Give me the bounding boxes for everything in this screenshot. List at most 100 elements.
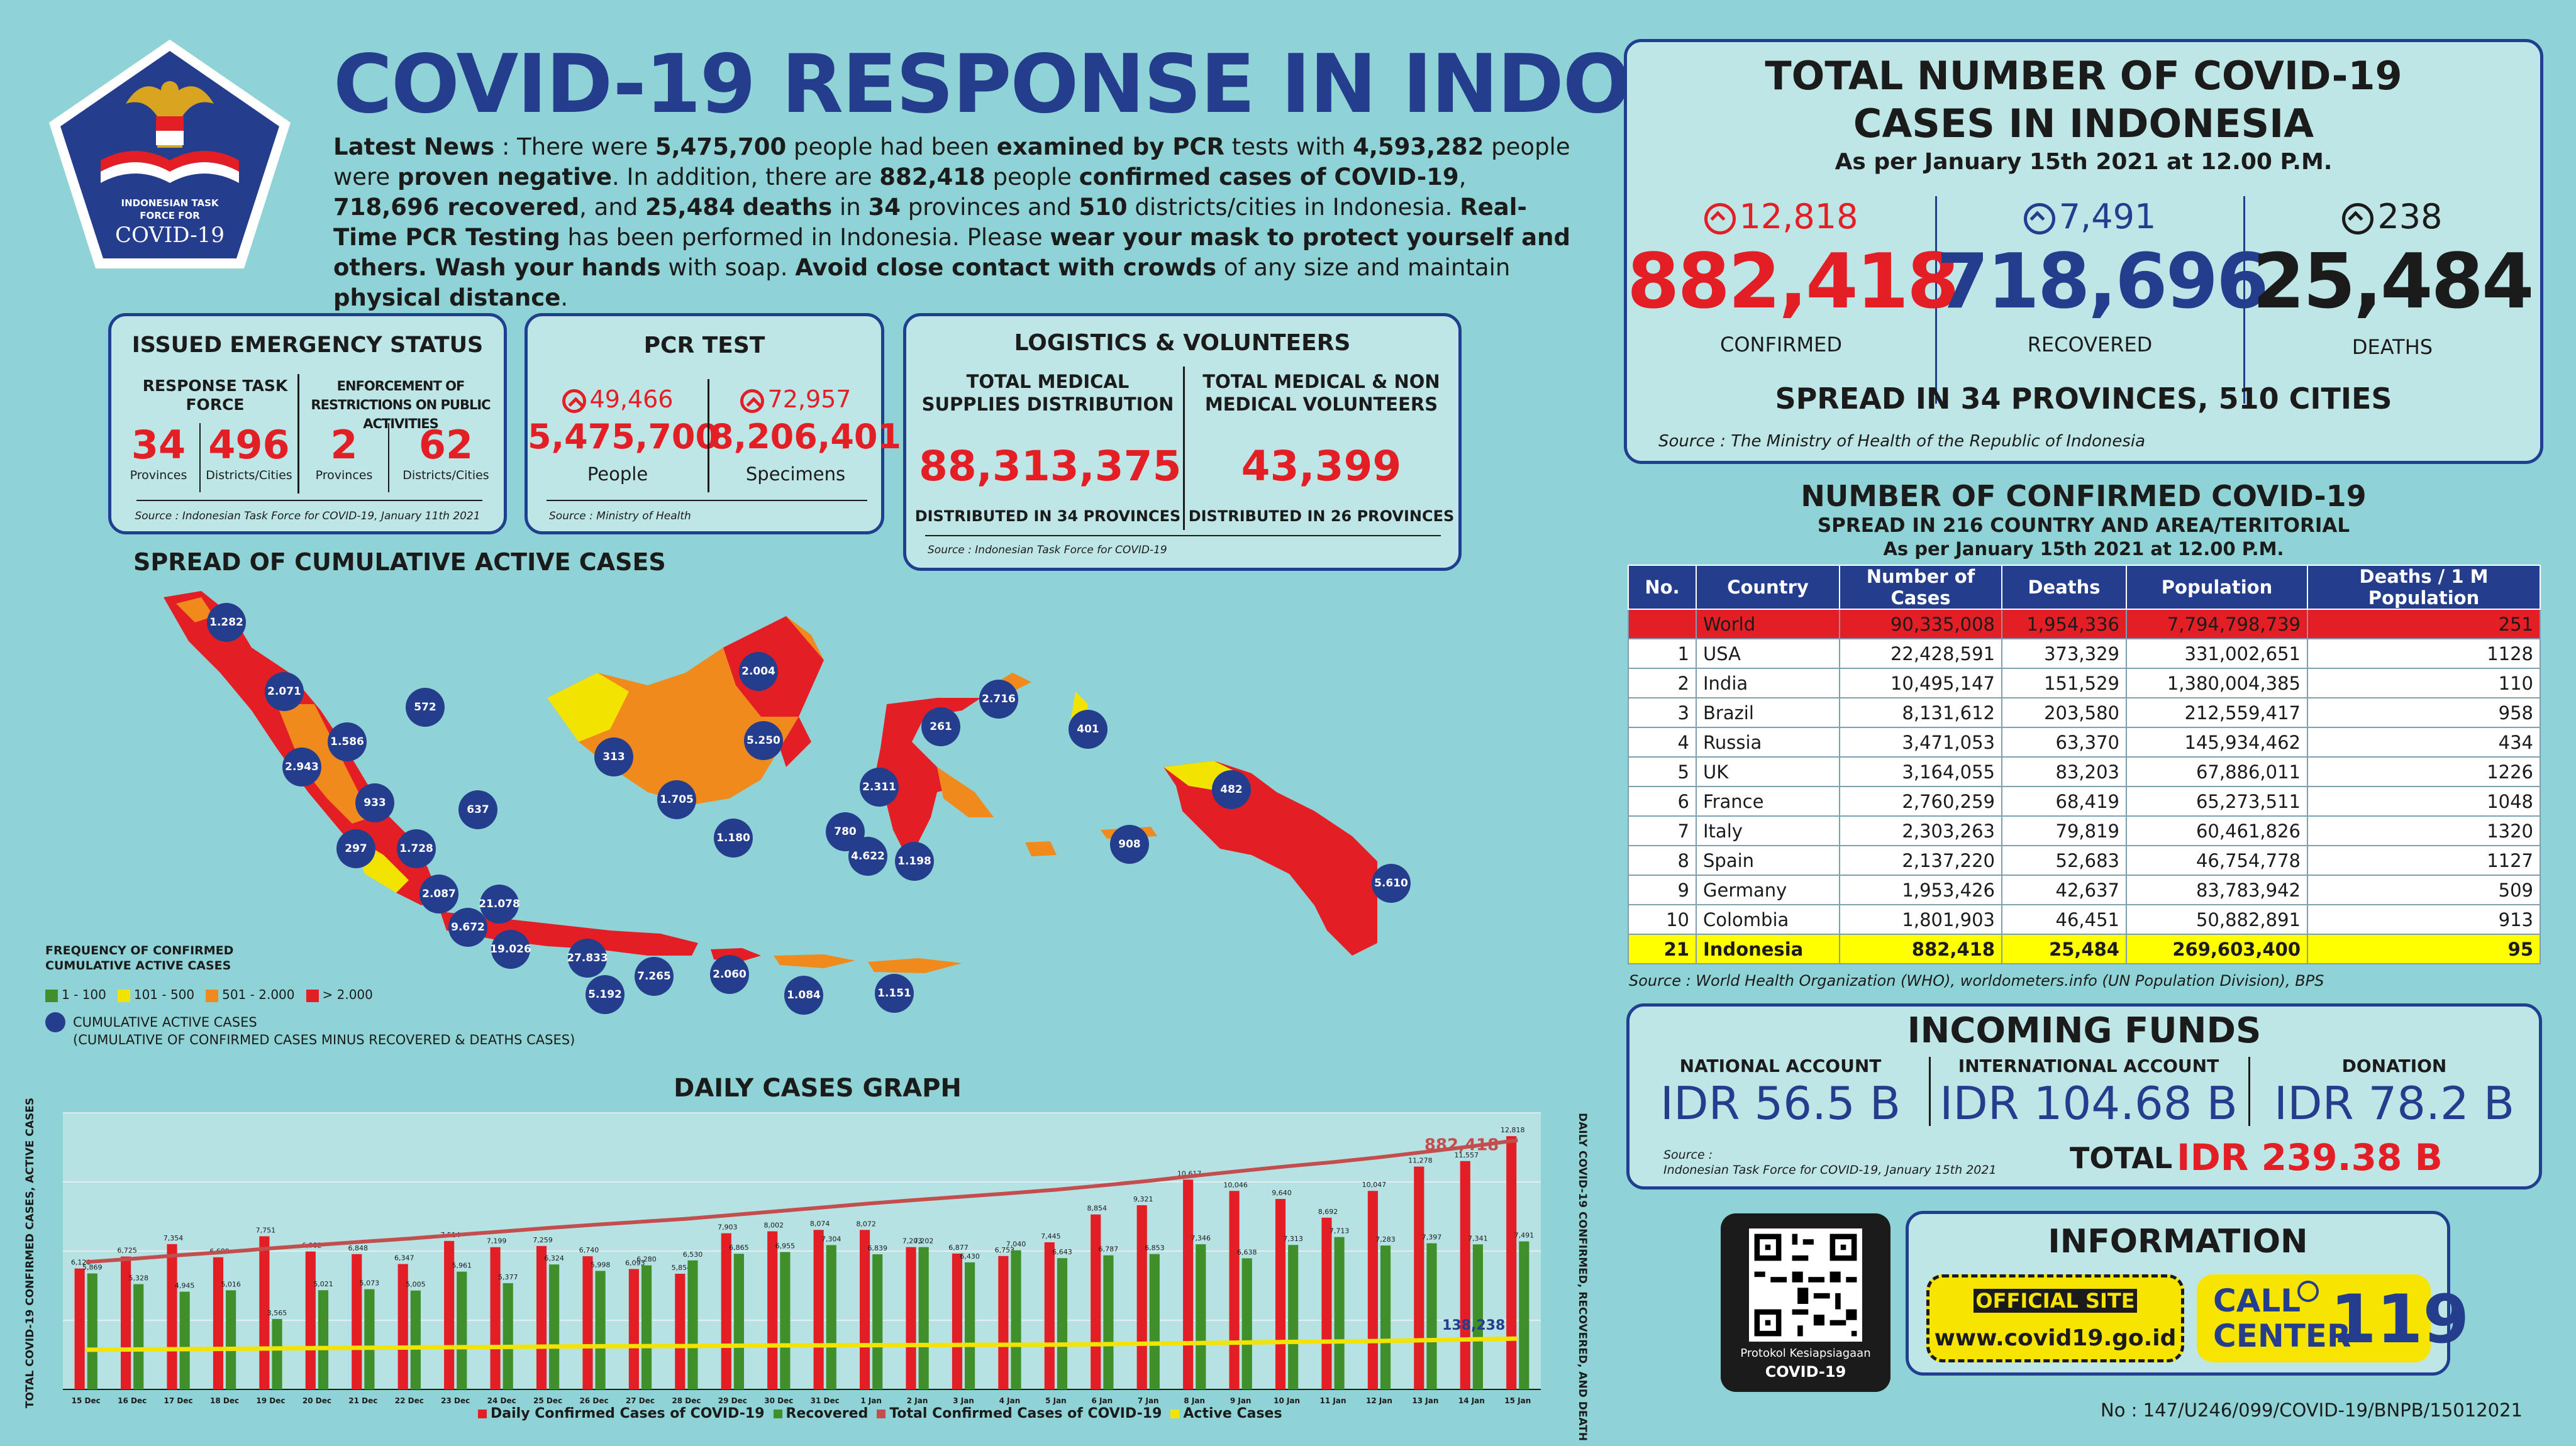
- official-site-link[interactable]: OFFICIAL SITE www.covid19.go.id: [1926, 1274, 2184, 1362]
- bar-recovered: [595, 1271, 606, 1389]
- legend-swatch: [45, 989, 58, 1002]
- call-center-button[interactable]: CALL CENTER 119: [2197, 1274, 2469, 1362]
- spread-summary: SPREAD IN 34 PROVINCES, 510 CITIES: [1775, 382, 2392, 416]
- x-tick-label: 12 Jan: [1366, 1396, 1392, 1405]
- qr-line2: COVID-19: [1765, 1363, 1846, 1381]
- table-cell: 10: [1628, 904, 1697, 935]
- map-bubble: 1.728: [397, 829, 436, 868]
- x-tick-label: 28 Dec: [672, 1396, 701, 1405]
- chart-legend-swatch: [478, 1410, 487, 1418]
- map-bubble: 19.026: [490, 930, 531, 969]
- bar-confirmed: [121, 1256, 131, 1389]
- document-number: No : 147/U246/099/COVID-19/BNPB/15012021: [2101, 1399, 2523, 1421]
- legend-swatch: [117, 989, 130, 1002]
- bar-confirmed: [1044, 1242, 1055, 1389]
- table-cell: India: [1696, 668, 1840, 698]
- map-bubble: 1.586: [328, 722, 367, 761]
- bar-confirmed: [397, 1264, 408, 1389]
- emergency-b-label: Districts/Cities: [206, 468, 292, 482]
- table-cell: 2,303,263: [1839, 815, 2002, 846]
- table-cell: UK: [1696, 756, 1840, 787]
- pcr-specimen-increase: 72,957: [710, 385, 881, 413]
- increase-arrow-icon: [1704, 203, 1736, 235]
- qr-card[interactable]: Protokol Kesiapsiagaan COVID-19: [1721, 1213, 1890, 1392]
- bar-label-confirmed: 6,740: [579, 1246, 599, 1254]
- table-cell: 373,329: [2001, 638, 2127, 669]
- official-site-url[interactable]: www.covid19.go.id: [1934, 1325, 2177, 1351]
- bar-label-recovered: 6,955: [775, 1242, 796, 1250]
- bar-label-recovered: 6,839: [867, 1244, 887, 1252]
- legend-label: > 2.000: [322, 987, 373, 1002]
- x-tick-label: 23 Dec: [441, 1396, 470, 1405]
- bar-confirmed: [1506, 1136, 1517, 1389]
- chart-legend-entry: Active Cases: [1170, 1406, 1282, 1421]
- donation-label: DONATION: [2341, 1056, 2447, 1076]
- bar-label-recovered: 5,998: [591, 1261, 611, 1269]
- bar-confirmed: [767, 1231, 778, 1389]
- information-card: INFORMATION OFFICIAL SITE www.covid19.go…: [1906, 1211, 2469, 1376]
- bar-label-confirmed: 7,203: [902, 1237, 923, 1245]
- bar-label-confirmed: 8,074: [810, 1220, 830, 1228]
- logo-line1: INDONESIAN TASK: [121, 197, 219, 209]
- table-cell: 8,131,612: [1839, 697, 2002, 728]
- emergency-d-label: Districts/Cities: [402, 468, 489, 482]
- bubble-legend-text: CUMULATIVE ACTIVE CASES (CUMULATIVE OF C…: [73, 1015, 575, 1047]
- call-center-number[interactable]: 119: [2330, 1281, 2470, 1358]
- x-tick-label: 19 Dec: [256, 1396, 285, 1405]
- volunteers-value: 43,399: [1241, 442, 1402, 490]
- table-cell: 6: [1628, 786, 1697, 817]
- bar-label-recovered: 5,377: [498, 1273, 518, 1281]
- table-cell: 434: [2307, 727, 2541, 758]
- table-row: 1 USA 22,428,591 373,329 331,002,651 1128: [1628, 638, 2541, 669]
- bar-label-recovered: 7,040: [1006, 1240, 1026, 1249]
- emergency-status-card: ISSUED EMERGENCY STATUS RESPONSE TASK FO…: [108, 313, 507, 534]
- world-subtitle: SPREAD IN 216 COUNTRY AND AREA/TERITORIA…: [1817, 514, 2350, 537]
- x-tick-label: 3 Jan: [953, 1396, 974, 1405]
- bar-confirmed: [1414, 1166, 1424, 1389]
- table-cell: 2,137,220: [1839, 845, 2002, 876]
- table-cell: 9: [1628, 875, 1697, 905]
- bar-recovered: [1426, 1243, 1437, 1389]
- pcr-title: PCR TEST: [643, 333, 765, 358]
- table-cell: 83,203: [2001, 756, 2127, 787]
- logistics-title: LOGISTICS & VOLUNTEERS: [1014, 330, 1351, 356]
- volunteers-label: TOTAL MEDICAL & NON MEDICAL VOLUNTEERS: [1202, 371, 1440, 415]
- world-date: As per January 15th 2021 at 12.00 P.M.: [1883, 538, 2284, 560]
- table-cell: 958: [2307, 697, 2541, 728]
- map-bubble: 1.705: [657, 780, 696, 819]
- map-bubble: 21.078: [479, 885, 520, 924]
- qr-code-icon: [1749, 1228, 1862, 1342]
- x-tick-label: 25 Dec: [533, 1396, 562, 1405]
- table-cell: 7: [1628, 815, 1697, 846]
- bar-confirmed: [1275, 1199, 1286, 1389]
- x-tick-label: 15 Jan: [1504, 1396, 1531, 1405]
- bar-label-recovered: 7,202: [914, 1237, 934, 1245]
- bar-label-recovered: 6,853: [1145, 1244, 1165, 1252]
- bar-confirmed: [1321, 1217, 1332, 1389]
- x-tick-label: 13 Jan: [1412, 1396, 1438, 1405]
- x-tick-label: 15 Dec: [72, 1396, 101, 1405]
- international-label: INTERNATIONAL ACCOUNT: [1958, 1056, 2219, 1076]
- bar-recovered: [1103, 1255, 1114, 1389]
- table-cell: Brazil: [1696, 697, 1840, 728]
- bar-label-confirmed: 7,903: [718, 1223, 738, 1232]
- legend-swatch: [206, 989, 219, 1002]
- table-cell: 46,451: [2001, 904, 2127, 935]
- x-tick-label: 10 Jan: [1274, 1396, 1300, 1405]
- table-cell: 46,754,778: [2126, 845, 2308, 876]
- table-cell: 79,819: [2001, 815, 2127, 846]
- increase-arrow-icon: [562, 389, 586, 413]
- table-cell: 509: [2307, 875, 2541, 905]
- bar-label-recovered: 7,491: [1514, 1232, 1535, 1240]
- latest-news: Latest News : There were 5,475,700 peopl…: [333, 133, 1570, 311]
- bar-recovered: [872, 1254, 883, 1389]
- emergency-b-num: 496: [208, 422, 290, 468]
- map-bubble: 5.610: [1372, 864, 1411, 903]
- bar-confirmed: [1183, 1179, 1194, 1389]
- table-cell: 68,419: [2001, 786, 2127, 817]
- x-tick-label: 22 Dec: [395, 1396, 424, 1405]
- chart-title: DAILY CASES GRAPH: [674, 1074, 962, 1103]
- bar-confirmed: [1091, 1214, 1101, 1389]
- table-cell: 50,882,891: [2126, 904, 2308, 935]
